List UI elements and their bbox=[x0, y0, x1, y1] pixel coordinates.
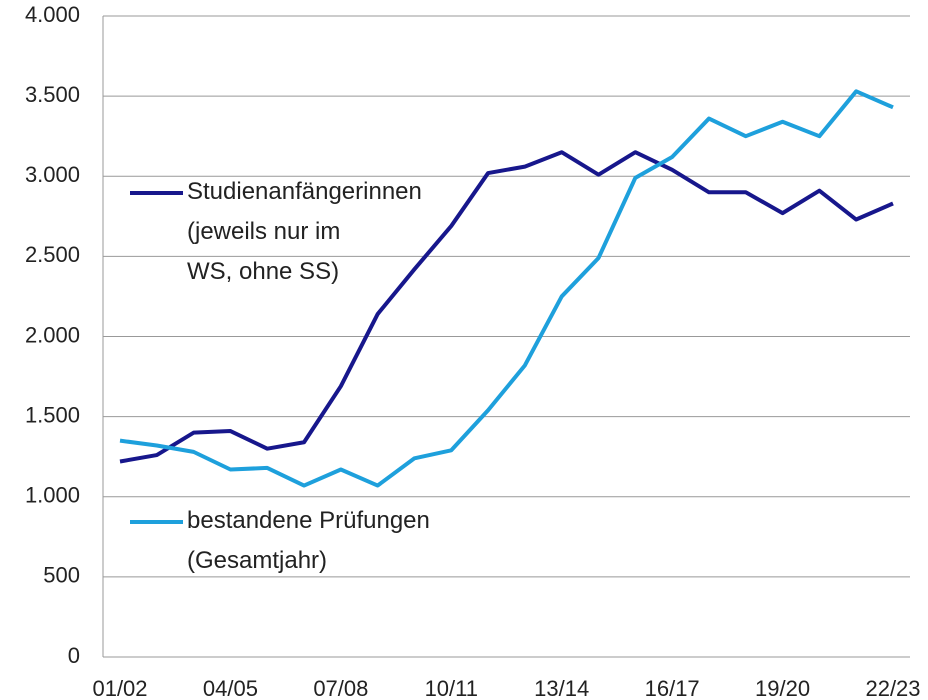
x-tick-label: 10/11 bbox=[425, 676, 478, 700]
x-tick-label: 22/23 bbox=[865, 676, 920, 700]
legend-label-line: WS, ohne SS) bbox=[187, 258, 339, 285]
y-tick-label: 500 bbox=[43, 563, 80, 588]
x-tick-label: 13/14 bbox=[534, 676, 589, 700]
legend-label-line: (Gesamtjahr) bbox=[187, 547, 327, 574]
x-tick-label: 07/08 bbox=[313, 676, 368, 700]
y-tick-label: 0 bbox=[68, 643, 80, 668]
x-tick-label: 16/17 bbox=[645, 676, 700, 700]
y-tick-label: 3.000 bbox=[25, 162, 80, 187]
series-line bbox=[119, 89, 894, 488]
legend-label-line: Studienanfängerinnen bbox=[187, 178, 422, 205]
legend-label-line: (jeweils nur im bbox=[187, 218, 340, 245]
x-tick-label: 19/20 bbox=[755, 676, 810, 700]
legend-label: bestandene Prüfungen (Gesamtjahr) bbox=[187, 507, 430, 574]
y-tick-label: 1.000 bbox=[25, 483, 80, 508]
y-tick-label: 2.500 bbox=[25, 242, 80, 267]
x-tick-label: 04/05 bbox=[203, 676, 258, 700]
series-line bbox=[119, 150, 894, 464]
legend-label-line: bestandene Prüfungen bbox=[187, 507, 430, 534]
y-tick-label: 2.000 bbox=[25, 322, 80, 347]
legend: Studienanfängerinnen (jeweils nur im WS, o… bbox=[130, 178, 430, 574]
y-tick-label: 3.500 bbox=[25, 82, 80, 107]
legend-label: Studienanfängerinnen (jeweils nur im WS, o… bbox=[187, 178, 422, 285]
y-tick-label: 1.500 bbox=[25, 402, 80, 427]
y-tick-label: 4.000 bbox=[25, 2, 80, 27]
x-tick-label: 01/02 bbox=[92, 676, 147, 700]
